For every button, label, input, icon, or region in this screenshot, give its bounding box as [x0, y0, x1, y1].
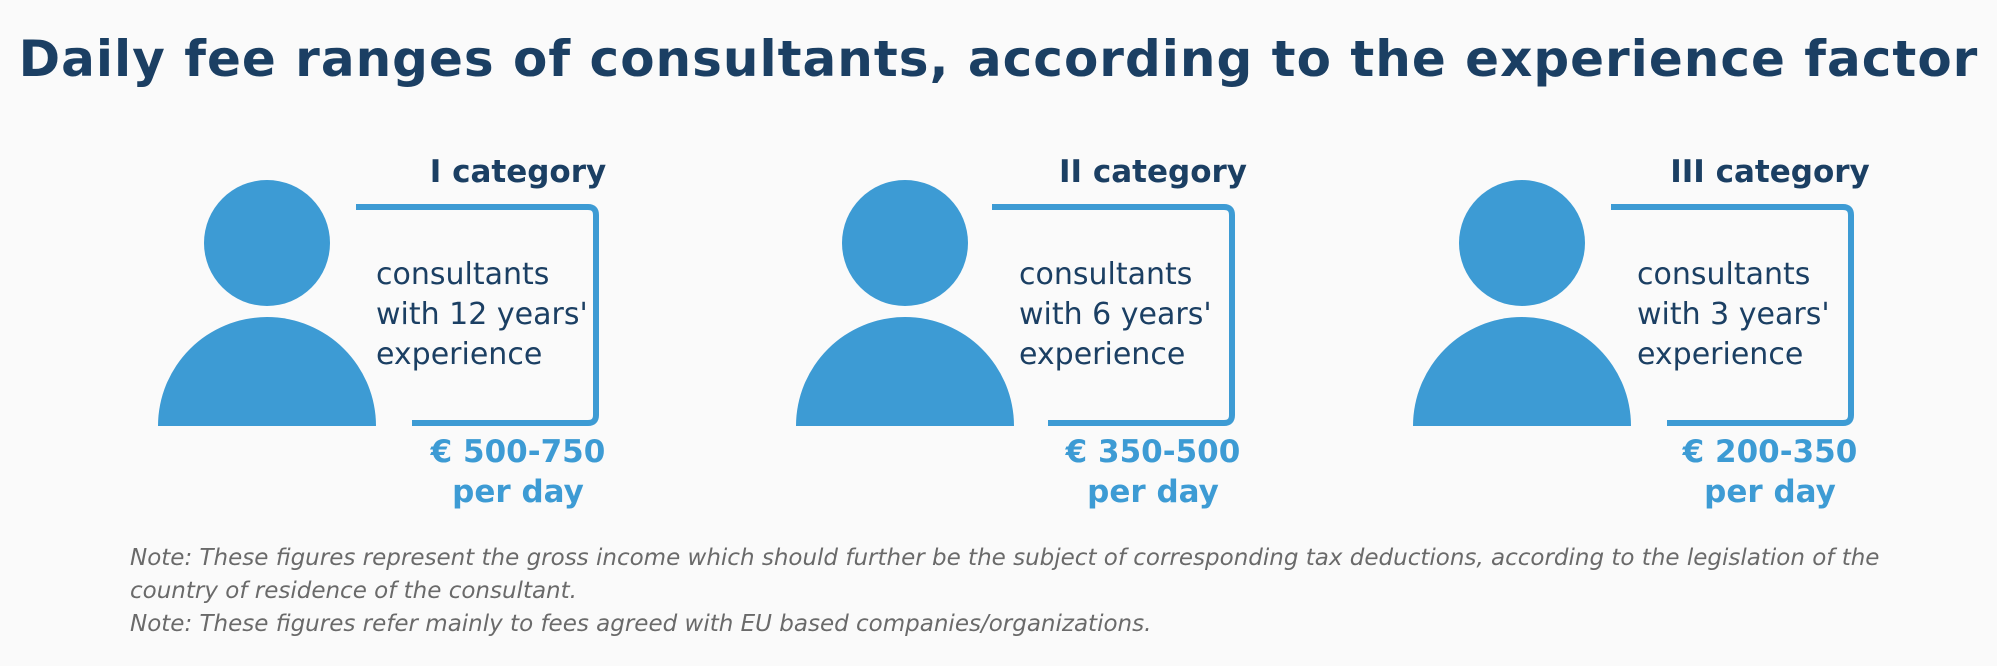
bracket-frame	[356, 204, 599, 426]
bracket-frame	[992, 204, 1235, 426]
category-card-1: I category consultants with 12 years' ex…	[158, 150, 778, 520]
person-icon	[796, 150, 1026, 440]
category-description: consultants with 3 years' experience	[1637, 255, 1867, 375]
person-icon	[1413, 150, 1643, 440]
fee-range: € 500-750 per day	[398, 432, 638, 512]
fee-amount: € 500-750	[430, 434, 606, 470]
description-line: consultants	[1019, 257, 1193, 292]
description-line: experience	[376, 337, 543, 372]
fee-unit: per day	[452, 474, 584, 510]
category-card-2: II category consultants with 6 years' ex…	[796, 150, 1416, 520]
fee-unit: per day	[1704, 474, 1836, 510]
fee-amount: € 350-500	[1065, 434, 1241, 470]
page-title: Daily fee ranges of consultants, accordi…	[18, 30, 1979, 88]
footnote-tax: Note: These figures represent the gross …	[130, 545, 1880, 604]
category-description: consultants with 12 years' experience	[376, 255, 606, 375]
fee-range: € 200-350 per day	[1650, 432, 1890, 512]
description-line: consultants	[376, 257, 550, 292]
footnote-eu: Note: These figures refer mainly to fees…	[130, 611, 1152, 637]
description-line: experience	[1019, 337, 1186, 372]
category-label: II category	[1059, 154, 1247, 190]
category-description: consultants with 6 years' experience	[1019, 255, 1249, 375]
category-label: III category	[1670, 154, 1870, 190]
description-line: consultants	[1637, 257, 1811, 292]
description-line: with 6 years'	[1019, 297, 1212, 332]
category-card-3: III category consultants with 3 years' e…	[1413, 150, 1997, 520]
fee-unit: per day	[1087, 474, 1219, 510]
person-icon	[158, 150, 388, 440]
fee-range: € 350-500 per day	[1033, 432, 1273, 512]
footnotes: Note: These figures represent the gross …	[130, 542, 1890, 641]
fee-amount: € 200-350	[1682, 434, 1858, 470]
bracket-frame	[1611, 204, 1854, 426]
category-label: I category	[429, 154, 607, 190]
description-line: experience	[1637, 337, 1804, 372]
description-line: with 12 years'	[376, 297, 588, 332]
description-line: with 3 years'	[1637, 297, 1830, 332]
